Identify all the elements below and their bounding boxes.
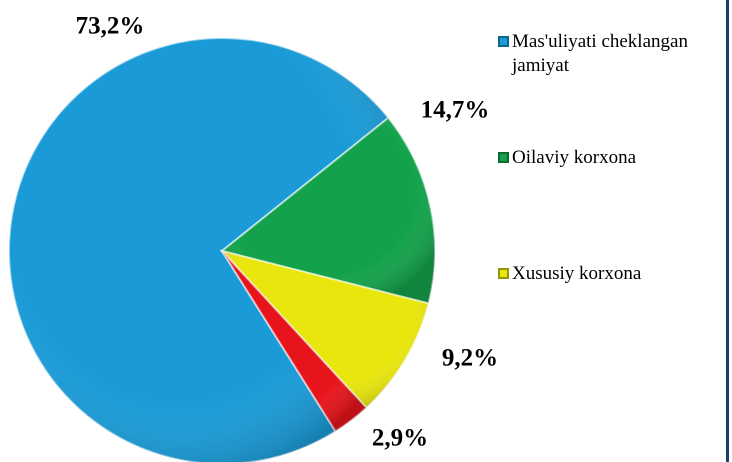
data-label: 73,2% xyxy=(76,13,145,40)
legend-entry: Mas'uliyati cheklangan jamiyat xyxy=(498,30,730,78)
legend-swatch xyxy=(498,36,509,47)
frame-edge xyxy=(726,0,729,462)
data-label: 2,9% xyxy=(372,425,428,452)
legend-label: Mas'uliyati cheklangan jamiyat xyxy=(512,31,688,76)
data-label: 9,2% xyxy=(442,345,498,372)
legend-label: Oilaviy korxona xyxy=(512,147,637,168)
legend-label: Xususiy korxona xyxy=(512,263,642,284)
data-label: 14,7% xyxy=(421,97,490,124)
legend-entry: Xususiy korxona xyxy=(498,262,730,286)
legend-entry: Oilaviy korxona xyxy=(498,146,730,170)
legend-swatch xyxy=(498,268,509,279)
legend-swatch xyxy=(498,152,509,163)
